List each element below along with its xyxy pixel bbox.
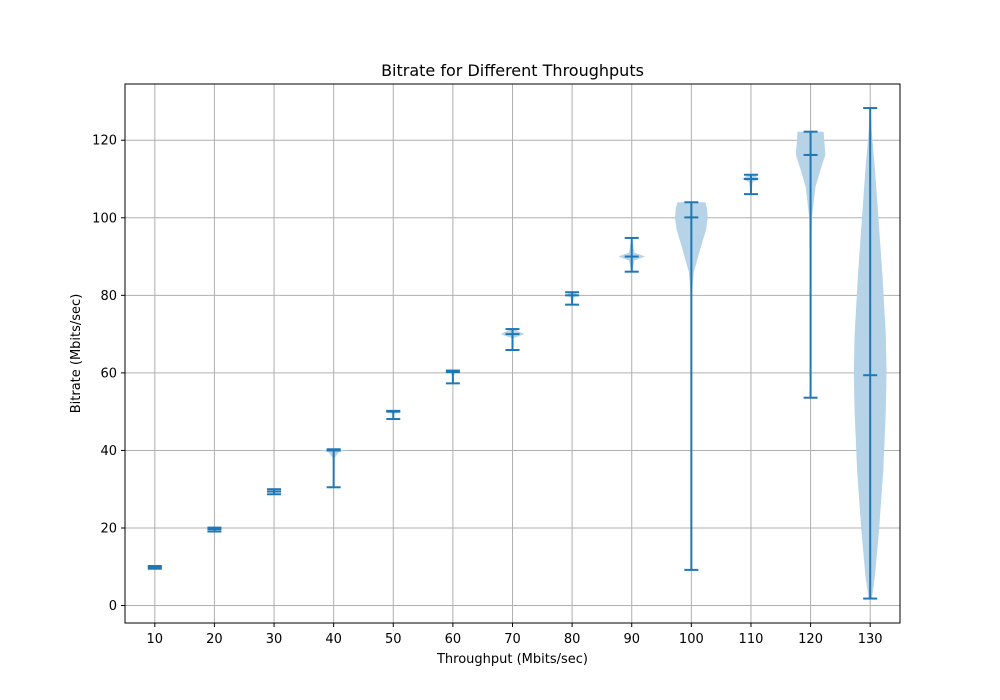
x-tick-label: 110 [739,632,764,647]
x-tick-label: 120 [798,632,823,647]
x-tick-label: 10 [147,632,164,647]
x-tick-label: 90 [623,632,640,647]
x-tick-label: 50 [385,632,402,647]
y-axis-label: Bitrate (Mbits/sec) [69,294,84,414]
x-tick-label: 40 [325,632,342,647]
x-tick-label: 80 [564,632,581,647]
x-axis-label: Throughput (Mbits/sec) [436,652,588,667]
x-tick-label: 30 [266,632,283,647]
stat-layer [147,107,878,600]
x-tick-label: 70 [504,632,521,647]
tick-layer: 10 20 30 40 50 60 70 80 90 100 110 120 130 0 20 40 60 80 1… [92,134,882,647]
grid-layer [125,84,900,623]
x-tick-label: 60 [445,632,462,647]
y-tick-label: 80 [100,289,117,304]
x-tick-label: 100 [679,632,704,647]
y-tick-label: 40 [100,444,117,459]
y-tick-label: 0 [109,599,117,614]
y-tick-label: 100 [92,211,117,226]
y-tick-label: 20 [100,521,117,536]
violin-layer [153,108,887,599]
x-tick-label: 130 [858,632,883,647]
chart-title: Bitrate for Different Throughputs [381,61,644,80]
y-tick-label: 120 [92,134,117,149]
x-tick-label: 20 [206,632,223,647]
y-tick-label: 60 [100,366,117,381]
